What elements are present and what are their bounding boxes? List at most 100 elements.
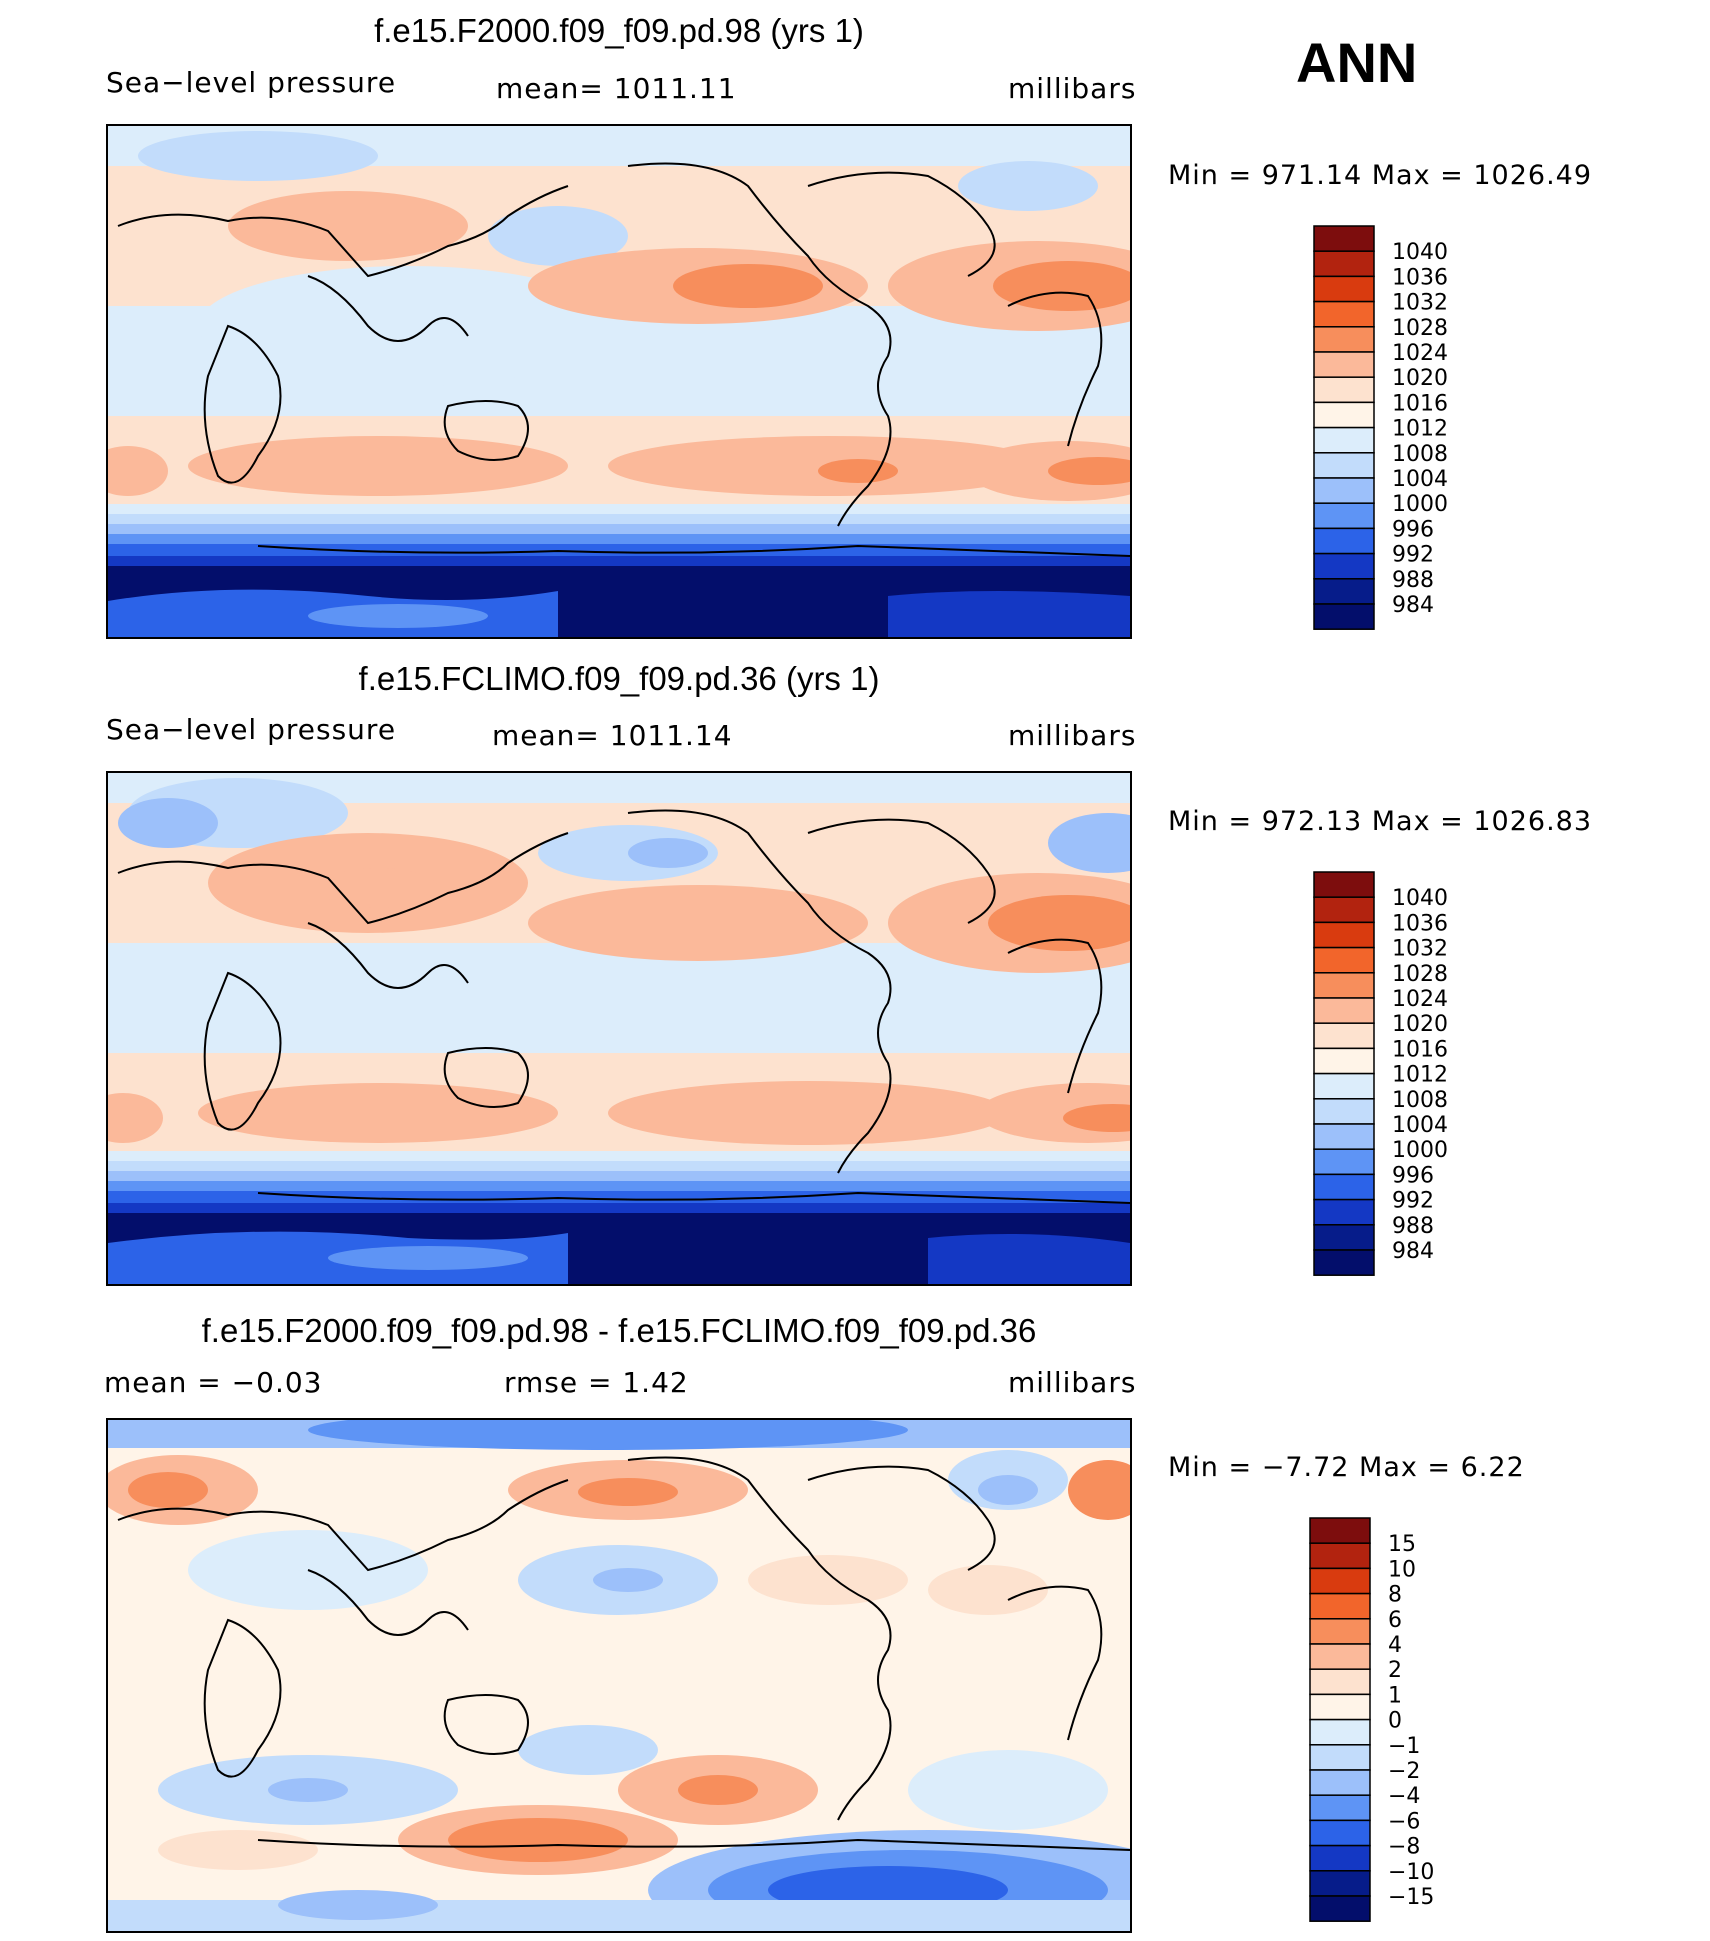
colorbar-label: 1020 <box>1392 366 1448 391</box>
colorbar-label: 0 <box>1388 1709 1402 1734</box>
panel-1-title: f.e15.F2000.f09_f09.pd.98 (yrs 1) <box>374 12 864 49</box>
colorbar-swatch <box>1309 1643 1371 1670</box>
colorbar-swatch <box>1313 477 1375 504</box>
colorbar-label: 1012 <box>1392 417 1448 442</box>
colorbar-label: 1016 <box>1392 391 1448 416</box>
colorbar-swatch <box>1313 1224 1375 1251</box>
panel-3-map-svg <box>108 1420 1130 1931</box>
colorbar-label: −2 <box>1388 1759 1420 1784</box>
colorbar-swatch <box>1313 351 1375 378</box>
panel-1-minmax: Min = 971.14 Max = 1026.49 <box>1168 160 1593 191</box>
colorbar-swatch <box>1309 1718 1371 1746</box>
colorbar-label: 1032 <box>1392 291 1448 316</box>
colorbar-label: 996 <box>1392 1163 1434 1188</box>
colorbar-swatch <box>1309 1618 1371 1645</box>
colorbar-label: 984 <box>1392 1239 1434 1264</box>
colorbar-label: 1004 <box>1392 1113 1448 1138</box>
panel-1-map <box>106 124 1132 639</box>
colorbar-swatch <box>1309 1668 1371 1696</box>
panel-2-map <box>106 771 1132 1286</box>
colorbar-swatch <box>1313 603 1375 630</box>
colorbar-label: 1 <box>1388 1683 1402 1708</box>
colorbar-swatch <box>1313 275 1375 303</box>
colorbar-swatch <box>1313 527 1375 555</box>
panel-3-map <box>106 1418 1132 1933</box>
colorbar-label: 1016 <box>1392 1037 1448 1062</box>
colorbar-swatch <box>1313 871 1375 898</box>
panel-3-minmax: Min = −7.72 Max = 6.22 <box>1168 1452 1525 1483</box>
colorbar-swatch <box>1313 1198 1375 1226</box>
colorbar-label: 1012 <box>1392 1063 1448 1088</box>
colorbar-label: 1000 <box>1392 1138 1448 1163</box>
colorbar-swatch <box>1313 1098 1375 1125</box>
colorbar-label: 1040 <box>1392 886 1448 911</box>
colorbar-swatch <box>1309 1844 1371 1872</box>
colorbar-label: 1024 <box>1392 341 1448 366</box>
colorbar-swatch <box>1313 376 1375 404</box>
colorbar-label: 2 <box>1388 1658 1402 1683</box>
colorbar-label: 1032 <box>1392 937 1448 962</box>
colorbar-label: 10 <box>1388 1557 1416 1582</box>
colorbar-swatch <box>1313 578 1375 605</box>
colorbar-swatch <box>1313 1173 1375 1201</box>
colorbar-swatch <box>1313 426 1375 454</box>
colorbar-label: 988 <box>1392 1214 1434 1239</box>
panel-2-colorbar-svg: 1040103610321028102410201016101210081004… <box>1313 871 1448 1276</box>
panel-2-colorbar: 1040 1036 1032 1028 1024 1020 1016 1012 1008 1004… <box>1312 870 1512 1276</box>
colorbar-swatch <box>1313 225 1375 252</box>
colorbar-label: 1008 <box>1392 442 1448 467</box>
colorbar-swatch <box>1313 946 1375 974</box>
panel-1-mean: mean= 1011.11 <box>496 72 737 105</box>
colorbar-swatch <box>1313 921 1375 949</box>
panel-1-map-svg <box>108 126 1130 637</box>
colorbar-label: 992 <box>1392 543 1434 568</box>
panel-1-colorbar: 1040 1036 1032 1028 1024 1020 1016 1012 1008 1004… <box>1312 224 1512 630</box>
panel-3-rmse: rmse = 1.42 <box>504 1366 689 1399</box>
colorbar-swatch <box>1313 1072 1375 1100</box>
panel-2-map-svg <box>108 773 1130 1284</box>
colorbar-swatch <box>1313 1022 1375 1050</box>
colorbar-label: 6 <box>1388 1608 1402 1633</box>
colorbar-swatch <box>1309 1895 1371 1922</box>
colorbar-swatch <box>1313 997 1375 1024</box>
colorbar-swatch <box>1313 552 1375 580</box>
colorbar-label: 1040 <box>1392 240 1448 265</box>
colorbar-swatch <box>1313 300 1375 328</box>
season-label: ANN <box>1296 31 1418 94</box>
panel-2-title: f.e15.FCLIMO.f09_f09.pd.36 (yrs 1) <box>358 660 880 697</box>
colorbar-label: −10 <box>1388 1860 1434 1885</box>
panel-1-units: millibars <box>1008 72 1137 105</box>
colorbar-swatch <box>1313 1123 1375 1150</box>
colorbar-swatch <box>1309 1819 1371 1847</box>
colorbar-swatch <box>1309 1567 1371 1595</box>
colorbar-label: 1004 <box>1392 467 1448 492</box>
colorbar-label: 1024 <box>1392 987 1448 1012</box>
colorbar-label: 1020 <box>1392 1012 1448 1037</box>
colorbar-label: −15 <box>1388 1885 1434 1910</box>
panel-2-units: millibars <box>1008 719 1137 752</box>
panel-3-mean: mean = −0.03 <box>104 1366 323 1399</box>
panel-2-mean: mean= 1011.14 <box>492 719 733 752</box>
panel-1-colorbar-svg: 1040103610321028102410201016101210081004… <box>1313 225 1448 630</box>
colorbar-swatch <box>1309 1794 1371 1822</box>
colorbar-swatch <box>1309 1517 1371 1544</box>
colorbar-swatch <box>1313 896 1375 924</box>
panel-3-units: millibars <box>1008 1366 1137 1399</box>
colorbar-label: −1 <box>1388 1734 1420 1759</box>
colorbar-label: −8 <box>1388 1835 1420 1860</box>
colorbar-swatch <box>1313 326 1375 353</box>
panel-1-variable: Sea−level pressure <box>106 66 397 99</box>
colorbar-swatch <box>1309 1542 1371 1570</box>
colorbar-label: 992 <box>1392 1189 1434 1214</box>
colorbar-swatch <box>1313 1047 1375 1075</box>
colorbar-swatch <box>1309 1744 1371 1771</box>
colorbar-label: 1028 <box>1392 962 1448 987</box>
colorbar-swatch <box>1309 1693 1371 1721</box>
colorbar-swatch <box>1313 1249 1375 1276</box>
colorbar-label: 15 <box>1388 1532 1416 1557</box>
colorbar-label: 988 <box>1392 568 1434 593</box>
panel-3-title: f.e15.F2000.f09_f09.pd.98 - f.e15.FCLIMO… <box>201 1312 1037 1349</box>
colorbar-swatch <box>1309 1592 1371 1620</box>
colorbar-swatch <box>1309 1870 1371 1897</box>
